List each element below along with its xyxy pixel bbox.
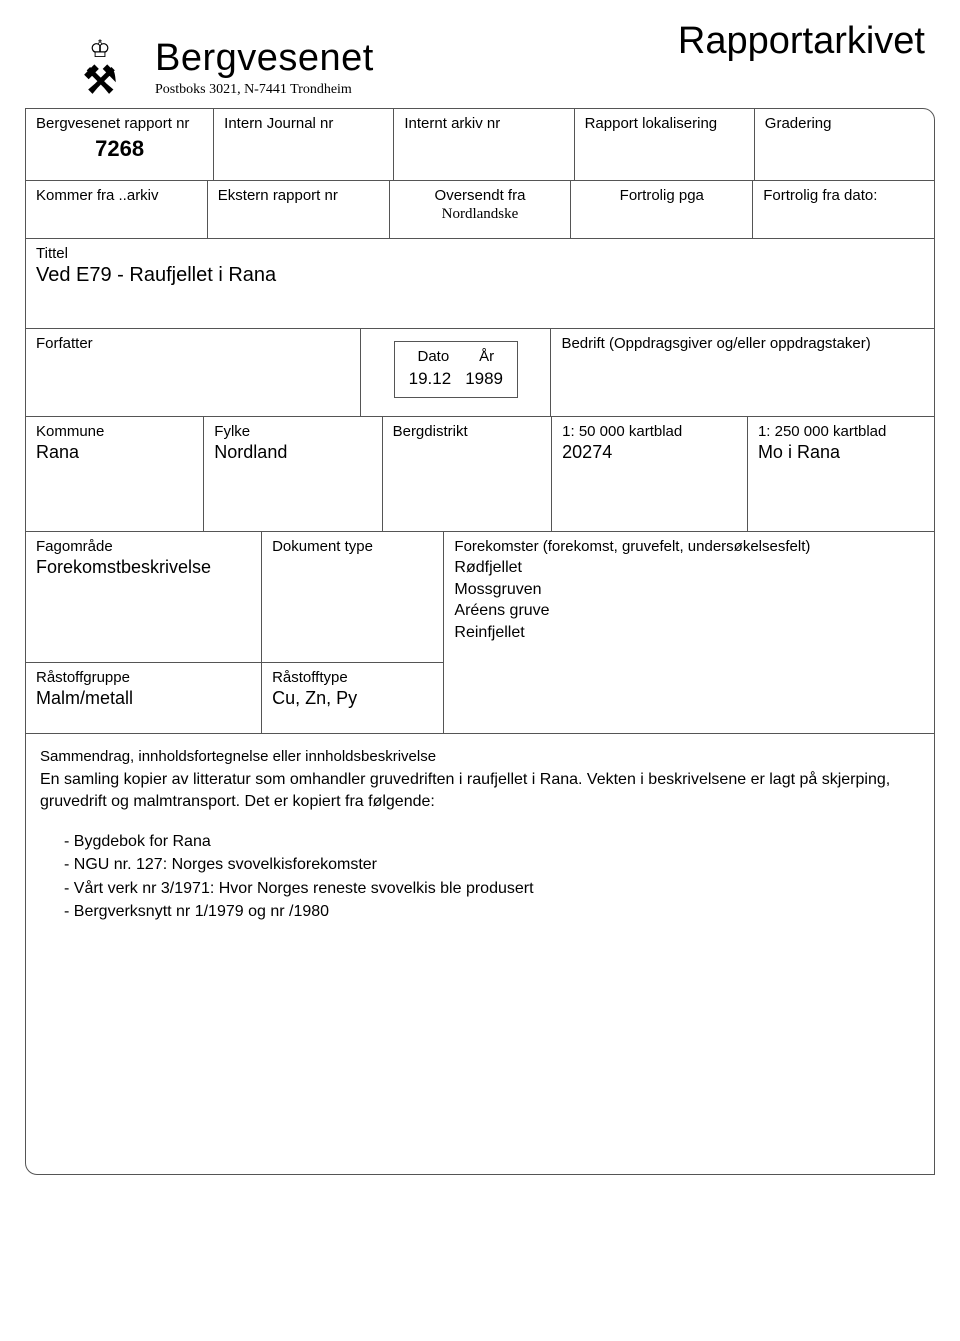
cell-forekomster: Forekomster (forekomst, gruvefelt, under… (444, 532, 934, 734)
value-rastofftype: Cu, Zn, Py (272, 688, 433, 709)
cell-report-nr: Bergvesenet rapport nr 7268 (26, 109, 214, 181)
label-lokalisering: Rapport lokalisering (585, 115, 744, 132)
page: ♔ ⚒ Bergvesenet Postboks 3021, N-7441 Tr… (0, 0, 960, 1205)
cell-kommer-fra: Kommer fra ..arkiv (26, 181, 208, 239)
cell-250000: 1: 250 000 kartblad Mo i Rana (748, 417, 934, 532)
label-ar: År (479, 348, 494, 365)
form: Bergvesenet rapport nr 7268 Intern Journ… (25, 108, 935, 1175)
label-bedrift: Bedrift (Oppdragsgiver og/eller oppdrags… (561, 335, 924, 352)
row-tittel: Tittel Ved E79 - Raufjellet i Rana (26, 239, 934, 329)
cell-bergdistrikt: Bergdistrikt (383, 417, 553, 532)
forekomst-item: Mossgruven (454, 579, 924, 601)
row-summary: Sammendrag, innholdsfortegnelse eller in… (26, 734, 934, 1174)
summary-list: - Bygdebok for Rana - NGU nr. 127: Norge… (40, 830, 920, 923)
label-oversendt-fra: Oversendt fra (400, 187, 561, 204)
value-fagomrade: Forekomstbeskrivelse (36, 557, 251, 578)
cell-50000: 1: 50 000 kartblad 20274 (552, 417, 748, 532)
label-fylke: Fylke (214, 423, 371, 440)
row-2: Kommer fra ..arkiv Ekstern rapport nr Ov… (26, 181, 934, 239)
label-gradering: Gradering (765, 115, 924, 132)
row-6-left: Fagområde Forekomstbeskrivelse Dokument … (26, 532, 444, 734)
row-5: Kommune Rana Fylke Nordland Bergdistrikt… (26, 417, 934, 532)
cell-rastofftype: Råstofftype Cu, Zn, Py (262, 663, 443, 733)
label-ekstern-rapport: Ekstern rapport nr (218, 187, 379, 204)
summary-text: En samling kopier av litteratur som omha… (40, 769, 920, 812)
row-4: Forfatter Dato År 19.12 1989 Bedrift (Op… (26, 329, 934, 417)
label-tittel: Tittel (36, 245, 924, 262)
org-block: Bergvesenet Postboks 3021, N-7441 Trondh… (155, 37, 374, 98)
label-bergdistrikt: Bergdistrikt (393, 423, 542, 440)
cell-summary: Sammendrag, innholdsfortegnelse eller in… (26, 734, 934, 1174)
label-rastofftype: Råstofftype (272, 669, 433, 686)
cell-ekstern-rapport: Ekstern rapport nr (208, 181, 390, 239)
label-250000: 1: 250 000 kartblad (758, 423, 924, 440)
forekomster-list: Rødfjellet Mossgruven Aréens gruve Reinf… (454, 557, 924, 643)
value-ar: 1989 (465, 369, 503, 389)
value-kommune: Rana (36, 442, 193, 463)
label-fortrolig-dato: Fortrolig fra dato: (763, 187, 924, 204)
crown-icon: ♔ (89, 38, 111, 62)
forekomst-item: Aréens gruve (454, 600, 924, 622)
cell-doktype: Dokument type (262, 532, 443, 662)
forekomst-item: Rødfjellet (454, 557, 924, 579)
label-summary: Sammendrag, innholdsfortegnelse eller in… (40, 748, 920, 765)
cell-lokalisering: Rapport lokalisering (575, 109, 755, 181)
value-report-nr: 7268 (36, 136, 203, 162)
cell-internt-arkiv: Internt arkiv nr (394, 109, 574, 181)
label-50000: 1: 50 000 kartblad (562, 423, 737, 440)
archive-title: Rapportarkivet (678, 20, 925, 63)
cell-dato-ar: Dato År 19.12 1989 (361, 329, 551, 417)
cell-intern-journal: Intern Journal nr (214, 109, 394, 181)
label-rastoffgruppe: Råstoffgruppe (36, 669, 251, 686)
label-fagomrade: Fagområde (36, 538, 251, 555)
value-fylke: Nordland (214, 442, 371, 463)
label-doktype: Dokument type (272, 538, 433, 555)
label-forfatter: Forfatter (36, 335, 350, 352)
summary-item: - NGU nr. 127: Norges svovelkisforekomst… (64, 853, 920, 876)
row-1: Bergvesenet rapport nr 7268 Intern Journ… (26, 109, 934, 181)
label-report-nr: Bergvesenet rapport nr (36, 115, 203, 132)
cell-bedrift: Bedrift (Oppdragsgiver og/eller oppdrags… (551, 329, 934, 417)
label-forekomster: Forekomster (forekomst, gruvefelt, under… (454, 538, 924, 555)
cell-fortrolig-dato: Fortrolig fra dato: (753, 181, 934, 239)
org-name: Bergvesenet (155, 37, 374, 80)
label-internt-arkiv: Internt arkiv nr (404, 115, 563, 132)
summary-item: - Vårt verk nr 3/1971: Hvor Norges renes… (64, 877, 920, 900)
dato-ar-box: Dato År 19.12 1989 (394, 341, 518, 398)
crossed-hammers-icon: ⚒ (83, 62, 117, 100)
cell-tittel: Tittel Ved E79 - Raufjellet i Rana (26, 239, 934, 329)
label-kommune: Kommune (36, 423, 193, 440)
header: ♔ ⚒ Bergvesenet Postboks 3021, N-7441 Tr… (25, 10, 935, 100)
cell-fagomrade: Fagområde Forekomstbeskrivelse (26, 532, 262, 662)
label-kommer-fra: Kommer fra ..arkiv (36, 187, 197, 204)
summary-item: - Bygdebok for Rana (64, 830, 920, 853)
label-fortrolig-pga: Fortrolig pga (581, 187, 742, 204)
value-dato: 19.12 (409, 369, 452, 389)
logo: ♔ ⚒ (65, 10, 135, 100)
cell-gradering: Gradering (755, 109, 934, 181)
cell-oversendt-fra: Oversendt fra Nordlandske (390, 181, 572, 239)
forekomst-item: Reinfjellet (454, 622, 924, 644)
cell-fylke: Fylke Nordland (204, 417, 382, 532)
cell-fortrolig-pga: Fortrolig pga (571, 181, 753, 239)
value-rastoffgruppe: Malm/metall (36, 688, 251, 709)
subrow-fagomrade: Fagområde Forekomstbeskrivelse Dokument … (26, 532, 443, 663)
label-dato: Dato (417, 348, 449, 365)
label-intern-journal: Intern Journal nr (224, 115, 383, 132)
row-6: Fagområde Forekomstbeskrivelse Dokument … (26, 532, 934, 734)
value-50000: 20274 (562, 442, 737, 463)
subrow-rastoff: Råstoffgruppe Malm/metall Råstofftype Cu… (26, 663, 443, 734)
summary-item: - Bergverksnytt nr 1/1979 og nr /1980 (64, 900, 920, 923)
value-oversendt-fra: Nordlandske (400, 206, 561, 223)
cell-kommune: Kommune Rana (26, 417, 204, 532)
value-250000: Mo i Rana (758, 442, 924, 463)
value-tittel: Ved E79 - Raufjellet i Rana (36, 264, 924, 287)
cell-forfatter: Forfatter (26, 329, 361, 417)
cell-rastoffgruppe: Råstoffgruppe Malm/metall (26, 663, 262, 733)
org-address: Postboks 3021, N-7441 Trondheim (155, 82, 374, 98)
